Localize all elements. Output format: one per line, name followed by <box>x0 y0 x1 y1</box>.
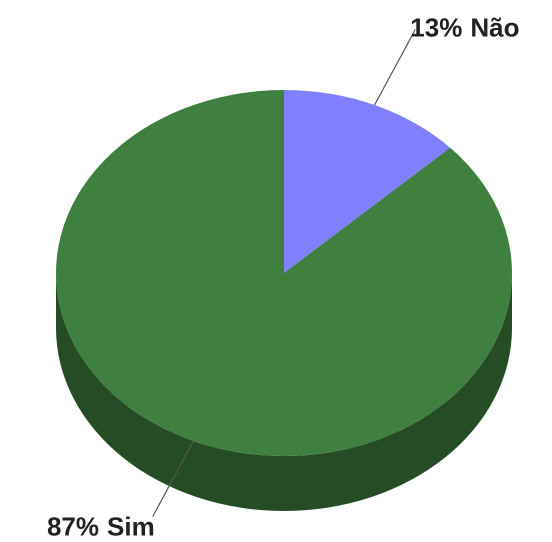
slice-category: Sim <box>107 511 155 541</box>
leader-line <box>152 440 194 517</box>
slice-category: Não <box>470 12 519 42</box>
pie-slice <box>284 90 451 273</box>
slice-label: 13% Não <box>410 12 519 42</box>
slice-value-label: 13% <box>410 12 462 42</box>
leader-line <box>374 29 416 106</box>
slice-value-label: 87% <box>47 511 99 541</box>
pie-slice <box>55 90 512 456</box>
slice-label: 87% Sim <box>47 511 155 541</box>
pie-side <box>56 273 512 511</box>
